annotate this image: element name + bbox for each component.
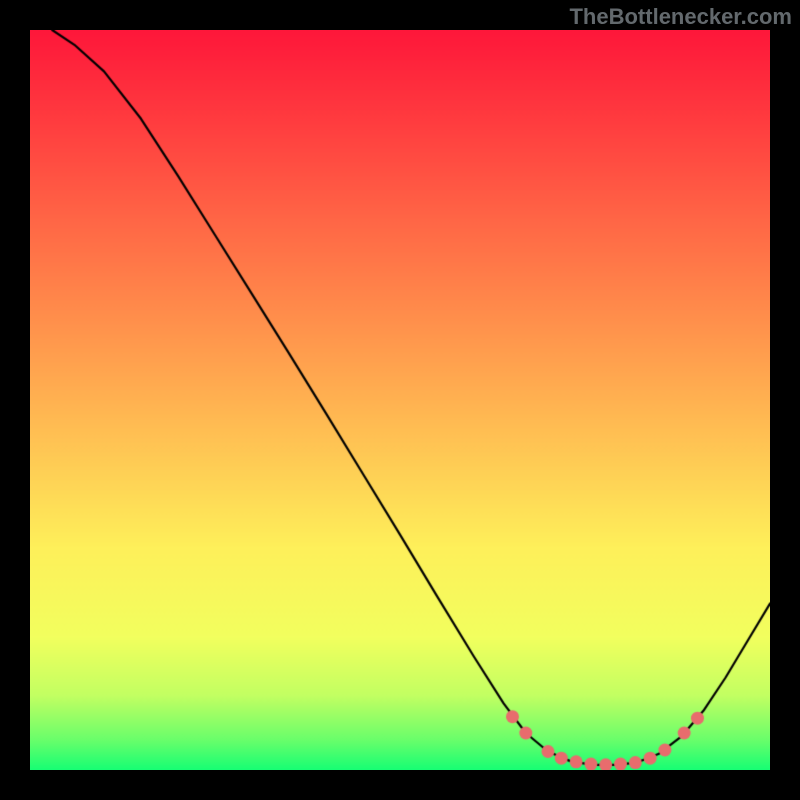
bottleneck-curve-chart [30, 30, 770, 770]
chart-container: TheBottlenecker.com [0, 0, 800, 800]
watermark-text: TheBottlenecker.com [569, 4, 792, 30]
